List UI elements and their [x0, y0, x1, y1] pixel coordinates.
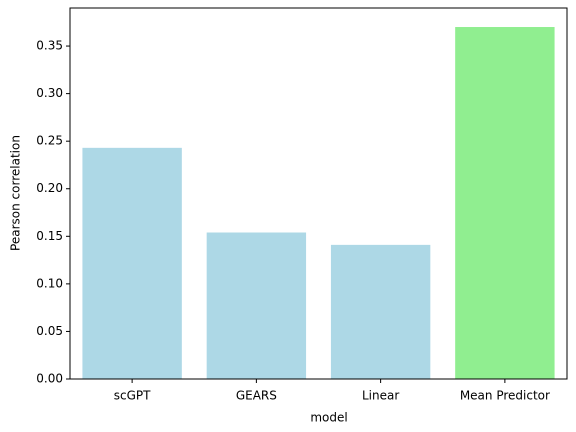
bar [330, 244, 431, 379]
y-tick-label: 0.20 [36, 181, 63, 195]
y-tick-label: 0.30 [36, 86, 63, 100]
x-tick-label: Mean Predictor [460, 389, 550, 403]
y-tick-label: 0.00 [36, 372, 63, 386]
bar [206, 232, 307, 379]
y-tick-label: 0.35 [36, 39, 63, 53]
x-axis-label: model [310, 411, 347, 425]
y-axis-label: Pearson correlation [9, 135, 23, 251]
x-tick-label: GEARS [236, 389, 277, 403]
plot-frame [69, 7, 568, 380]
y-tick-label: 0.15 [36, 229, 63, 243]
x-tick-label: Linear [362, 389, 399, 403]
y-tick-label: 0.10 [36, 276, 63, 290]
x-tick-label: scGPT [114, 389, 151, 403]
bar [82, 147, 182, 379]
bar [455, 27, 555, 380]
y-tick-label: 0.25 [36, 134, 63, 148]
y-tick-label: 0.05 [36, 324, 63, 338]
